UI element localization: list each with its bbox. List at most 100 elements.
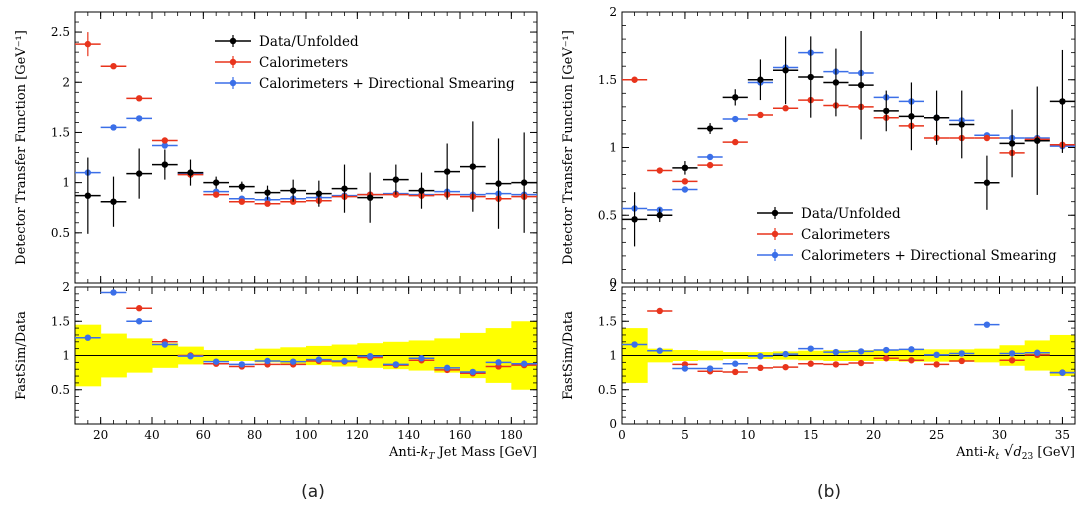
main-data-point-a-5-marker <box>212 179 220 186</box>
main-data-point-b-7-marker <box>807 73 814 81</box>
main-data-point-a-9 <box>306 180 332 207</box>
ratio-smear-point-a-5-marker <box>212 358 220 365</box>
ratio-calo-point-b-5-marker <box>782 363 789 371</box>
ratio-calo-point-b-6-marker <box>807 360 814 367</box>
x-tick-label-a-5: 120 <box>346 428 369 442</box>
ratio-smear-point-a-10-marker <box>341 357 348 365</box>
ratio-smear-point-b-17 <box>1049 369 1075 376</box>
ratio-ytick-label-a-1: 1 <box>62 349 70 363</box>
main-data-point-b-8 <box>823 48 849 117</box>
main-data-point-a-0-marker <box>84 192 92 199</box>
ratio-smear-point-b-6-marker <box>782 350 789 358</box>
ratio-smear-point-b-14 <box>974 321 1000 328</box>
ratio-smear-point-b-9 <box>848 348 874 355</box>
ratio-smear-point-a-17-marker <box>520 360 528 367</box>
main-data-point-a-13-marker <box>418 187 425 194</box>
ratio-ylabel-b: FastSim/Data <box>561 311 576 400</box>
ratio-smear-point-a-17 <box>511 360 537 367</box>
ratio-smear-point-a-13-marker <box>418 355 425 362</box>
main-data-point-b-9-marker <box>857 81 865 89</box>
main-calo-point-b-2-marker <box>681 178 689 185</box>
main-data-point-b-16-marker <box>1034 137 1041 144</box>
main-data-point-b-6-marker <box>782 67 789 74</box>
main-frame-a <box>74 11 538 284</box>
ratio-ytick-label-a-3: 2 <box>62 280 70 294</box>
ratio-smear-point-a-8-marker <box>289 358 297 365</box>
legend-marker-calo-b <box>771 230 779 238</box>
x-tick-label-b-0: 0 <box>618 428 626 442</box>
ratio-calo-point-b-5 <box>773 363 799 371</box>
main-ytick-label-b-2: 1 <box>609 141 617 155</box>
main-ytick-label-a-0: 0.5 <box>51 226 70 240</box>
legend-marker-smear-b <box>771 251 779 259</box>
ratio-calo-point-b-7-marker <box>832 361 840 368</box>
main-calo-point-b-1 <box>647 167 673 174</box>
ratio-smear-point-a-4-marker <box>187 352 194 360</box>
x-tick-label-a-8: 180 <box>500 428 523 442</box>
main-data-point-b-12 <box>924 90 950 145</box>
ratio-smear-point-a-11-marker <box>366 352 374 360</box>
main-ylabel-b: Detector Transfer Function [GeV⁻¹] <box>561 30 576 265</box>
main-calo-point-b-6-marker <box>782 105 789 112</box>
ratio-smear-point-a-2-marker <box>135 318 143 325</box>
ratio-ytick-label-b-3: 1.5 <box>598 314 617 328</box>
main-ylabel-a: Detector Transfer Function [GeV⁻¹] <box>14 30 29 265</box>
ratio-smear-point-b-2 <box>672 365 698 372</box>
legend-marker-calo-a <box>229 58 237 66</box>
ratio-calo-point-a-0 <box>126 305 152 312</box>
main-data-point-b-13-marker <box>958 121 965 128</box>
main-data-point-a-3-marker <box>161 161 169 168</box>
main-calo-point-a-3-marker <box>161 137 169 144</box>
main-data-point-a-12 <box>383 164 409 195</box>
ratio-smear-point-b-4-marker <box>732 360 739 367</box>
legend-marker-data-b <box>771 209 779 217</box>
main-data-point-b-0 <box>622 192 648 247</box>
ratio-smear-point-a-3 <box>152 341 178 348</box>
ratio-smear-point-b-3 <box>697 365 723 372</box>
main-data-point-b-15-marker <box>1008 140 1016 147</box>
ratio-smear-point-b-12-marker <box>933 351 940 359</box>
ratio-calo-point-b-10-marker <box>908 357 915 364</box>
main-data-point-a-8-marker <box>289 187 297 194</box>
ratio-smear-point-b-0-marker <box>631 341 638 348</box>
main-data-point-b-4-marker <box>732 94 739 101</box>
ratio-calo-point-b-3 <box>722 368 748 376</box>
main-calo-point-b-4 <box>722 138 748 146</box>
ratio-smear-point-b-13-marker <box>958 350 965 357</box>
ratio-smear-point-b-16 <box>1024 349 1050 356</box>
x-tick-label-a-3: 80 <box>247 428 262 442</box>
main-data-point-a-12-marker <box>392 176 400 183</box>
ratio-smear-point-b-2-marker <box>681 365 689 372</box>
ratio-calo-point-b-10 <box>898 357 924 364</box>
ratio-ytick-label-a-2: 1.5 <box>51 314 70 328</box>
panel-caption-b: (b) <box>816 482 842 502</box>
ratio-calo-point-b-8 <box>848 359 874 367</box>
ratio-calo-point-b-12-marker <box>958 357 965 365</box>
main-calo-point-a-7-marker <box>264 200 271 207</box>
main-smear-point-a-1-marker <box>110 124 117 131</box>
ratio-smear-point-b-17-marker <box>1059 369 1066 376</box>
main-data-point-a-16 <box>485 138 512 229</box>
x-axis-label-b: Anti-kt √d23 [GeV] <box>955 442 1075 462</box>
x-tick-label-b-3: 15 <box>803 428 818 442</box>
ratio-smear-point-a-4 <box>177 352 204 360</box>
ratio-calo-point-b-12 <box>949 357 975 365</box>
main-data-point-b-16 <box>1024 86 1050 195</box>
main-data-point-b-3 <box>697 123 723 134</box>
ratio-calo-point-b-6 <box>798 360 824 367</box>
ratio-smear-point-b-4 <box>722 360 748 367</box>
main-data-point-b-0-marker <box>631 216 638 223</box>
main-ytick-label-b-0: 0 <box>609 276 617 290</box>
x-tick-label-b-2: 10 <box>740 428 755 442</box>
ratio-smear-point-b-5 <box>747 352 773 360</box>
main-calo-point-b-1-marker <box>656 167 663 174</box>
main-data-point-a-2-marker <box>135 170 143 177</box>
main-data-point-a-17-marker <box>520 179 528 186</box>
main-data-point-a-7 <box>254 185 281 200</box>
main-data-point-b-11 <box>898 82 924 151</box>
x-axis-label-a: Anti-kT Jet Mass [GeV] <box>388 445 537 462</box>
ratio-calo-point-b-8-marker <box>857 359 865 367</box>
ratio-calo-point-b-3-marker <box>732 368 739 376</box>
ratio-ytick-label-b-2: 1 <box>609 349 617 363</box>
